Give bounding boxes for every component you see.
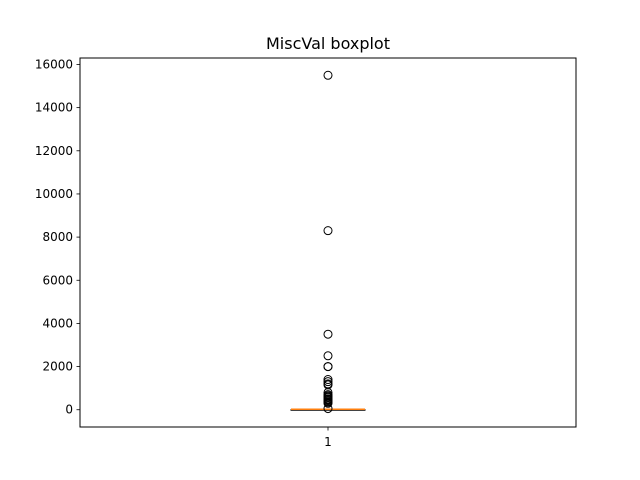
x-axis: 1 bbox=[324, 427, 332, 449]
plot-content bbox=[290, 70, 366, 414]
y-tick-label: 2000 bbox=[42, 360, 73, 374]
y-tick-label: 8000 bbox=[42, 230, 73, 244]
outlier-point bbox=[323, 351, 333, 361]
y-axis: 0 2000 4000 6000 8000 10000 12000 14000 16000 bbox=[35, 57, 80, 417]
x-tick-label: 1 bbox=[324, 435, 332, 449]
outlier-point bbox=[323, 377, 333, 387]
y-tick-label: 16000 bbox=[35, 57, 73, 71]
outlier-point bbox=[323, 362, 333, 372]
y-tick-label: 14000 bbox=[35, 101, 73, 115]
chart-title: MiscVal boxplot bbox=[266, 34, 390, 53]
outlier-point bbox=[323, 226, 333, 236]
y-tick-label: 0 bbox=[65, 403, 73, 417]
outlier-point bbox=[323, 398, 333, 408]
y-tick-label: 12000 bbox=[35, 144, 73, 158]
y-tick-label: 6000 bbox=[42, 273, 73, 287]
outlier-point bbox=[323, 329, 333, 339]
plot-frame bbox=[79, 57, 577, 428]
outlier-point bbox=[323, 404, 333, 414]
y-tick-label: 10000 bbox=[35, 187, 73, 201]
outlier-point bbox=[323, 70, 333, 80]
y-tick-label: 4000 bbox=[42, 316, 73, 330]
outlier-point bbox=[323, 375, 333, 385]
